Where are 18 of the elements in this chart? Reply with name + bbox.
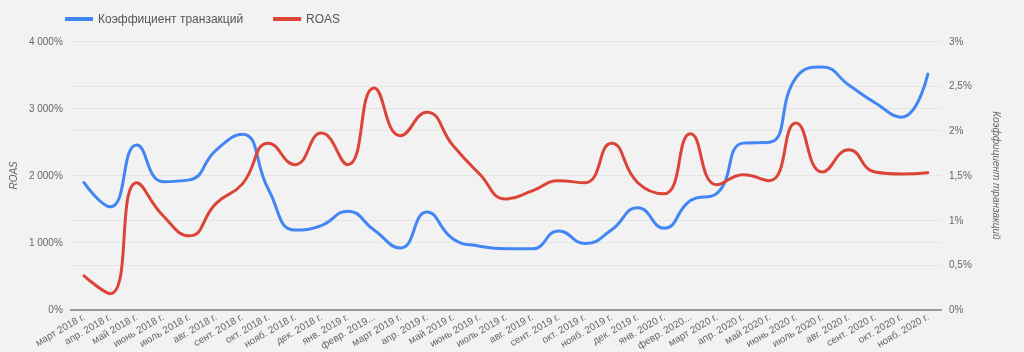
y-tick-label: 3 000%	[28, 102, 63, 114]
y2-tick-label: 2,5%	[949, 80, 972, 92]
y2-tick-label: 2%	[949, 125, 964, 137]
line-series	[82, 65, 930, 251]
line-series	[82, 86, 930, 296]
y-tick-label: 1 000%	[28, 237, 63, 249]
y-tick-label: 2 000%	[28, 169, 63, 181]
y2-axis-title: Коэффициент транзакций	[990, 111, 1002, 241]
y-tick-label: 0%	[48, 304, 63, 316]
y-axis-title: ROAS	[7, 160, 19, 190]
y2-tick-label: 3%	[949, 35, 964, 47]
y-tick-label: 4 000%	[28, 35, 63, 47]
legend-label: Коэффициент транзакций	[98, 12, 244, 26]
legend-label: ROAS	[306, 12, 341, 26]
y2-tick-label: 0%	[949, 304, 964, 316]
y2-tick-label: 1%	[949, 214, 964, 226]
y2-tick-label: 0,5%	[949, 259, 972, 271]
y2-tick-label: 1,5%	[949, 169, 972, 181]
